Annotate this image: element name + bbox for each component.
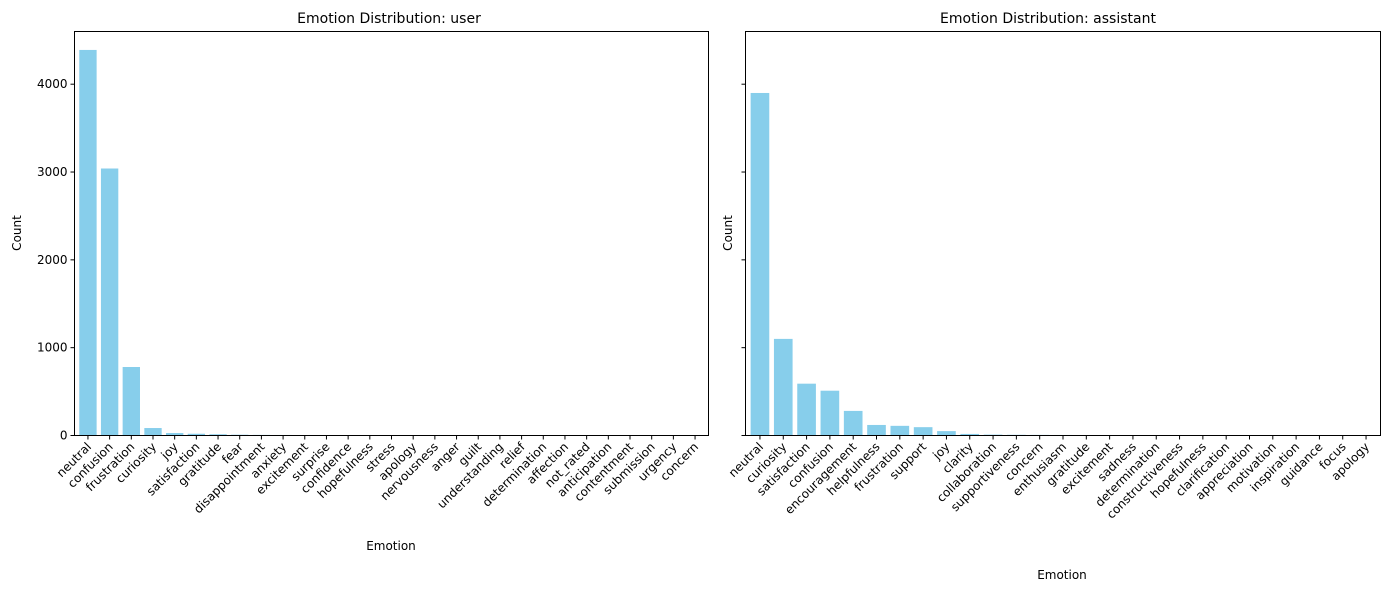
chart-title: Emotion Distribution: assistant	[940, 11, 1156, 27]
bar	[843, 410, 863, 436]
y-tick-label: 2000	[37, 253, 68, 267]
y-axis-label: Count	[721, 215, 735, 251]
bar	[144, 428, 162, 436]
bar	[122, 367, 140, 436]
axes-frame	[74, 31, 709, 436]
bar	[187, 433, 206, 436]
y-axis-ticks: 0 1000 2000 3000 4000	[37, 77, 75, 443]
bar	[960, 433, 980, 436]
bar	[773, 338, 793, 436]
bar-group	[750, 92, 1376, 436]
x-axis-ticks: neutralcuriositysatisfactionconfusionenc…	[726, 435, 1372, 522]
bar	[209, 434, 227, 436]
chart-assistant: Emotion Distribution: assistant neutralc…	[721, 11, 1381, 582]
bar	[100, 168, 119, 436]
bar	[867, 424, 886, 436]
chart-user: Emotion Distribution: user 0 1000 2000 3000…	[10, 11, 709, 553]
bar	[820, 390, 840, 436]
bar	[937, 431, 956, 436]
bar	[166, 433, 184, 436]
y-axis-ticks	[741, 83, 746, 436]
axes-frame	[745, 31, 1381, 436]
y-tick-label: 3000	[37, 165, 68, 179]
chart-title: Emotion Distribution: user	[297, 11, 481, 27]
x-axis-label: Emotion	[1037, 568, 1087, 582]
bar	[890, 425, 910, 436]
y-tick-label: 0	[60, 429, 68, 443]
y-tick-label: 4000	[37, 77, 68, 91]
bar	[913, 427, 933, 436]
y-axis-label: Count	[10, 215, 24, 251]
bar	[797, 383, 816, 436]
bar	[750, 92, 770, 436]
x-axis-label: Emotion	[366, 539, 416, 553]
y-tick-label: 1000	[37, 341, 68, 355]
bar	[79, 49, 97, 436]
bar-group	[79, 49, 704, 436]
